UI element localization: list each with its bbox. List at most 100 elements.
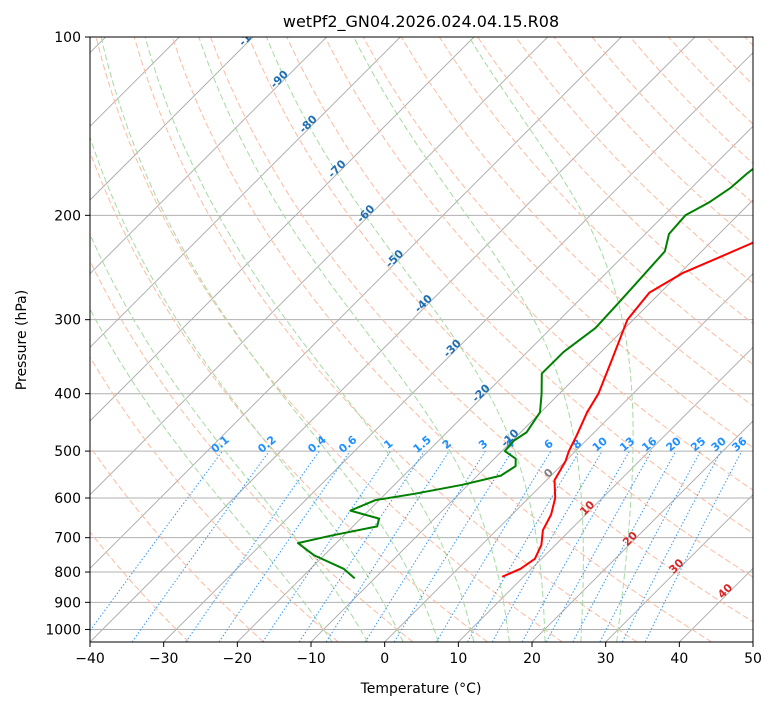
x-tick-label: 20 xyxy=(523,651,541,667)
x-tick-label: 40 xyxy=(670,651,688,667)
isotherm-line xyxy=(163,51,753,642)
mixing-ratio-line xyxy=(393,450,513,642)
mixing-ratio-label: 0.1 xyxy=(209,433,232,455)
isotherm-line xyxy=(90,37,254,201)
moist-adiabat-line xyxy=(353,37,584,642)
y-tick-label: 700 xyxy=(54,531,81,547)
isotherm-label: -70 xyxy=(325,157,348,180)
sounding-series xyxy=(296,167,753,580)
mixing-ratio-line xyxy=(298,450,425,642)
dry-adiabat-line xyxy=(90,445,264,642)
chart-title: wetPf2_GN04.2026.024.04.15.R08 xyxy=(283,12,559,32)
mixing-ratio-line xyxy=(325,450,450,642)
y-tick-label: 900 xyxy=(54,595,81,611)
y-axis-label: Pressure (hPa) xyxy=(14,290,30,390)
moist-adiabat-lines xyxy=(90,37,634,642)
isotherm-label: -20 xyxy=(469,381,492,404)
isotherm-label: 10 xyxy=(577,498,597,518)
moist-adiabat-line xyxy=(90,135,404,642)
dry-adiabat-line xyxy=(706,37,753,86)
mixing-ratio-line xyxy=(90,450,223,632)
dry-adiabat-line xyxy=(90,259,414,642)
mixing-ratio-line xyxy=(521,450,630,642)
isotherm-label: -40 xyxy=(412,292,435,315)
dry-adiabat-line xyxy=(553,37,753,244)
x-tick-label: 50 xyxy=(744,651,762,667)
isotherm-line xyxy=(752,641,753,642)
mixing-ratio-line xyxy=(218,450,351,642)
x-tick-label: −20 xyxy=(223,651,253,667)
dry-adiabat-line xyxy=(95,37,563,642)
x-tick-label: 10 xyxy=(449,651,467,667)
mixing-ratio-line xyxy=(364,450,486,642)
isotherm-label: -60 xyxy=(354,202,377,225)
dry-adiabat-line xyxy=(515,37,753,284)
y-tick-label: 200 xyxy=(54,208,81,224)
dry-adiabat-line xyxy=(668,37,753,125)
mixing-ratio-line xyxy=(644,450,743,642)
isotherm-line xyxy=(236,125,753,642)
x-axis-label: Temperature (°C) xyxy=(360,681,482,697)
mixing-ratio-label: 1.5 xyxy=(411,433,434,455)
x-tick-label: −40 xyxy=(75,651,105,667)
isotherm-line xyxy=(90,37,696,642)
moist-adiabat-line xyxy=(266,37,546,642)
isotherm-line xyxy=(457,346,753,642)
x-tick-label: 0 xyxy=(380,651,389,667)
dewpoint-line xyxy=(296,167,753,580)
isotherm-line xyxy=(605,493,753,642)
moist-adiabat-line xyxy=(100,37,439,642)
isotherm-line xyxy=(678,567,753,642)
y-tick-label: 300 xyxy=(54,313,81,329)
isotherm-line xyxy=(90,37,328,275)
mixing-ratio-label: 3 xyxy=(476,437,490,452)
plot-area: 0.1 0.2 0.4 0.6 1 1.5 2 3 4 6 8 10 13 16 20 25 30 36-100-… xyxy=(90,20,753,642)
isotherm-line xyxy=(90,37,475,422)
mixing-ratio-label: 0.4 xyxy=(305,433,329,456)
isotherm-label: -80 xyxy=(297,112,320,135)
mixing-ratio-line xyxy=(131,450,270,642)
x-tick-label: −10 xyxy=(296,651,326,667)
dry-adiabat-line xyxy=(90,531,190,642)
line-labels: 0.1 0.2 0.4 0.6 1 1.5 2 3 4 6 8 10 13 16 20 25 30 36-100-… xyxy=(209,20,750,601)
moist-adiabat-line xyxy=(90,233,369,642)
mixing-ratio-label: 2 xyxy=(440,437,454,452)
plot-frame xyxy=(89,36,754,643)
dry-adiabat-line xyxy=(90,150,488,642)
y-tick-label: 600 xyxy=(54,491,81,507)
dry-adiabat-line xyxy=(438,37,753,366)
y-tick-label: 400 xyxy=(54,387,81,403)
mixing-ratio-line xyxy=(435,450,552,642)
dry-adiabat-line xyxy=(210,37,753,623)
mixing-ratio-label: 0.2 xyxy=(255,433,278,455)
mixing-ratio-line xyxy=(599,450,701,642)
x-axis-ticks: −40 −30 −20 −10 0 10 20 30 40 50 xyxy=(75,642,762,667)
y-axis-ticks: 100 200 300 400 500 600 700 800 900 1000 xyxy=(45,30,90,638)
moist-adiabat-line xyxy=(198,37,510,642)
moist-adiabat-line xyxy=(144,37,475,642)
isotherm-line xyxy=(384,272,753,642)
dry-adiabat-line xyxy=(400,37,753,407)
dry-adiabat-line xyxy=(248,37,753,578)
y-tick-label: 800 xyxy=(54,565,81,581)
temperature-line xyxy=(501,241,753,578)
y-tick-label: 100 xyxy=(54,30,81,46)
isotherm-line xyxy=(90,37,549,496)
isotherm-label: -100 xyxy=(236,20,265,49)
isotherm-label: 40 xyxy=(715,581,735,601)
isotherm-line xyxy=(90,37,622,570)
moist-adiabat-line xyxy=(90,308,333,642)
mixing-ratio-label: 0.6 xyxy=(336,433,360,456)
dry-adiabat-line xyxy=(286,37,753,534)
x-tick-label: 30 xyxy=(597,651,615,667)
mixing-ratio-label: 6 xyxy=(542,437,556,452)
isotherm-label: 30 xyxy=(666,556,686,576)
dry-adiabat-lines xyxy=(90,37,753,642)
mixing-ratio-line xyxy=(185,450,320,642)
dry-adiabat-line xyxy=(133,37,638,642)
y-tick-label: 500 xyxy=(54,444,81,460)
mixing-ratio-line xyxy=(572,450,677,642)
y-tick-label: 1000 xyxy=(45,622,81,638)
dry-adiabat-line xyxy=(171,37,712,642)
